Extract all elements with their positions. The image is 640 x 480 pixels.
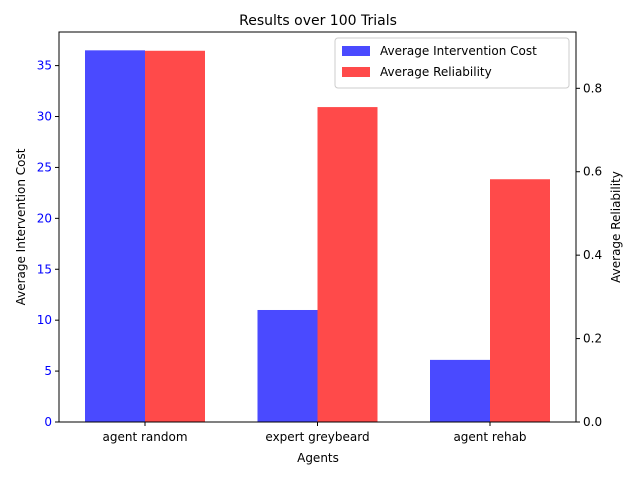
bars: [85, 50, 550, 423]
x-axis-label: Agents: [297, 451, 339, 465]
legend-swatch: [342, 67, 370, 77]
x-tick-label: expert greybeard: [265, 430, 369, 444]
right-tick-label: 0.4: [583, 248, 602, 262]
left-axis-label: Average Intervention Cost: [14, 148, 28, 305]
x-tick-label: agent rehab: [453, 430, 526, 444]
left-tick-label: 5: [44, 364, 52, 378]
right-tick-label: 0.8: [583, 81, 602, 95]
bar-reliability-0: [145, 50, 205, 423]
left-axis-ticks: 0 5 10 15 20 25 30 35: [37, 59, 59, 429]
right-tick-label: 0.6: [583, 165, 602, 179]
bar-intervention-cost-1: [257, 309, 318, 422]
left-tick-label: 0: [44, 415, 52, 429]
x-tick-label: agent random: [102, 430, 187, 444]
left-tick-label: 35: [37, 59, 52, 73]
right-tick-label: 0.2: [583, 332, 602, 346]
left-tick-label: 15: [37, 262, 52, 276]
left-tick-label: 10: [37, 313, 52, 327]
bar-intervention-cost-0: [85, 50, 145, 423]
right-tick-label: 0.0: [583, 415, 602, 429]
left-tick-label: 20: [37, 211, 52, 225]
x-axis-ticks: agent random expert greybeard agent rehab: [102, 422, 527, 444]
bar-reliability-1: [317, 107, 378, 423]
legend-box: [334, 37, 570, 89]
right-axis-ticks: 0.0 0.2 0.4 0.6 0.8: [576, 81, 602, 429]
legend-label: Average Intervention Cost: [380, 44, 537, 58]
chart-title: Results over 100 Trials: [239, 13, 397, 29]
right-axis-label: Average Reliability: [609, 171, 623, 283]
left-tick-label: 30: [37, 110, 52, 124]
legend-swatch: [342, 46, 370, 56]
left-tick-label: 25: [37, 160, 52, 174]
bar-reliability-2: [490, 179, 550, 422]
legend: Average Intervention Cost Average Reliabi…: [334, 37, 570, 89]
legend-label: Average Reliability: [380, 65, 492, 79]
bar-intervention-cost-2: [430, 359, 490, 422]
